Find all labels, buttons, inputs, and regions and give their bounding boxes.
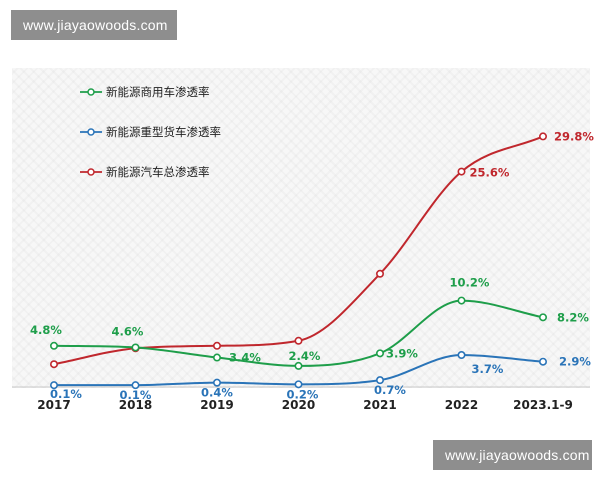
data-point [49, 381, 58, 390]
legend-label: 新能源商用车渗透率 [106, 85, 210, 99]
data-point [294, 380, 303, 389]
data-label: 0.1% [50, 387, 82, 401]
data-label: 0.7% [374, 383, 406, 397]
data-point [131, 381, 140, 390]
x-tick-label: 2018 [119, 398, 152, 412]
data-labels: 4.8% 4.6% 3.4% 2.4% 3.9% 10.2% 8.2% 0.1% 0.1% 0.4… [30, 129, 594, 402]
legend-label: 新能源汽车总渗透率 [106, 165, 210, 179]
data-label: 3.4% [229, 351, 261, 365]
x-tick-label: 2017 [37, 398, 70, 412]
data-point [375, 269, 384, 278]
data-label: 29.8% [554, 129, 594, 143]
data-point [294, 336, 303, 345]
data-label: 4.6% [112, 324, 144, 338]
data-label: 10.2% [450, 276, 490, 290]
x-tick-label: 2019 [200, 398, 233, 412]
legend-label: 新能源重型货车渗透率 [106, 125, 221, 139]
data-label: 4.8% [30, 323, 62, 337]
data-point [457, 296, 466, 305]
data-point [538, 357, 547, 366]
data-label: 3.7% [472, 362, 504, 376]
data-point [538, 313, 547, 322]
chart-panel [12, 68, 590, 388]
data-point [294, 361, 303, 370]
data-label: 0.4% [201, 386, 233, 400]
data-point [49, 341, 58, 350]
data-label: 0.2% [287, 387, 319, 401]
data-label: 0.1% [120, 388, 152, 402]
data-point [457, 351, 466, 360]
data-point [213, 378, 222, 387]
data-label: 25.6% [470, 166, 510, 180]
x-tick-label: 2023.1-9 [513, 398, 573, 412]
watermark-bottom: www.jiayaowoods.com [433, 440, 592, 470]
data-label: 2.9% [559, 355, 591, 369]
data-point [131, 343, 140, 352]
data-label: 2.4% [289, 349, 321, 363]
x-tick-label: 2020 [282, 398, 315, 412]
data-points [49, 132, 547, 390]
data-point [375, 376, 384, 385]
data-label: 8.2% [557, 310, 589, 324]
x-tick-label: 2021 [363, 398, 396, 412]
legend-swatch-marker [87, 128, 95, 136]
data-point [375, 349, 384, 358]
data-point [213, 353, 222, 362]
data-point [538, 132, 547, 141]
legend-swatch-marker [87, 88, 95, 96]
data-label: 3.9% [386, 346, 418, 360]
watermark-top: www.jiayaowoods.com [11, 10, 177, 40]
data-point [457, 167, 466, 176]
legend-swatch-marker [87, 168, 95, 176]
data-point [213, 341, 222, 350]
data-point [49, 360, 58, 369]
x-tick-label: 2022 [445, 398, 478, 412]
